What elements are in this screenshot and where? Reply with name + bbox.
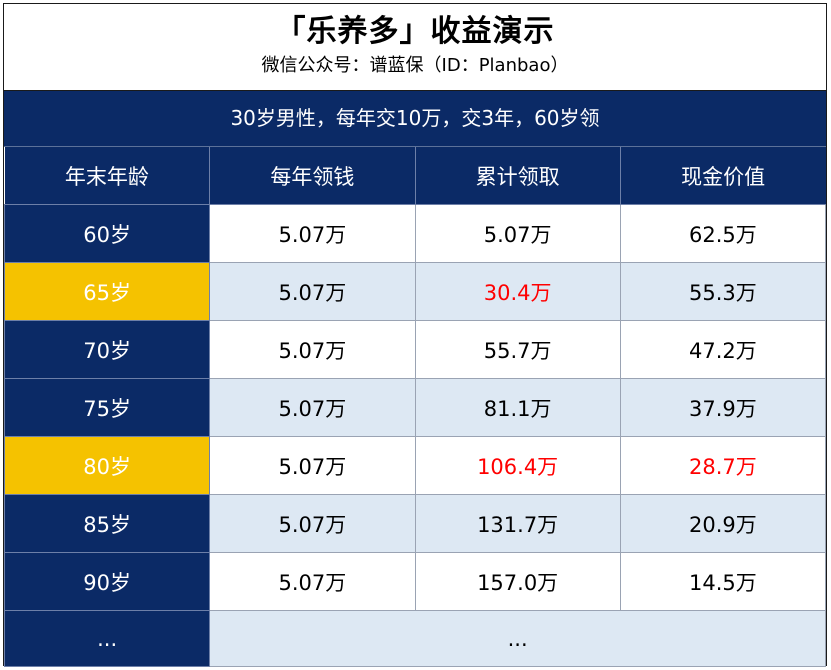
cash-cell: 37.9万 [619,378,827,437]
total-cell: 157.0万 [414,552,621,611]
table-row: 70岁 5.07万 55.7万 47.2万 [3,320,827,379]
total-cell: 81.1万 [414,378,621,437]
header-annual: 每年领钱 [209,147,416,205]
annual-cell: 5.07万 [209,494,416,553]
annual-cell: 5.07万 [209,262,416,321]
annual-cell: 5.07万 [209,378,416,437]
cash-cell: 47.2万 [619,320,827,379]
table-row-continuation: ... ... [3,610,826,667]
total-cell: 55.7万 [414,320,621,379]
header-age: 年末年龄 [4,147,211,205]
scenario-banner: 30岁男性，每年交10万，交3年，60岁领 [4,91,826,147]
table-row: 90岁 5.07万 157.0万 14.5万 [3,552,827,611]
annual-cell: 5.07万 [209,552,416,611]
age-cell-highlighted: 65岁 [3,262,211,321]
age-cell-ellipsis: ... [3,610,211,667]
cash-cell: 55.3万 [619,262,827,321]
annual-cell: 5.07万 [209,436,416,495]
document-frame: 「乐养多」收益演示 微信公众号：谱蓝保（ID：Planbao） 30岁男性，每年… [3,3,827,667]
total-cell-emphasized: 106.4万 [414,436,621,495]
table-row: 65岁 5.07万 30.4万 55.3万 [3,262,827,321]
table-header-row: 年末年龄 每年领钱 累计领取 现金价值 [4,147,826,205]
annual-cell: 5.07万 [209,320,416,379]
table-row: 85岁 5.07万 131.7万 20.9万 [3,494,827,553]
cash-cell: 14.5万 [619,552,827,611]
page-subtitle: 微信公众号：谱蓝保（ID：Planbao） [261,55,569,76]
total-cell: 131.7万 [414,494,621,553]
cash-cell: 62.5万 [619,204,827,263]
age-cell: 90岁 [3,552,211,611]
cash-cell-emphasized: 28.7万 [619,436,827,495]
merged-ellipsis-cell: ... [209,610,826,667]
age-cell-highlighted: 80岁 [3,436,211,495]
annual-cell: 5.07万 [209,204,416,263]
header-total: 累计领取 [415,147,621,205]
total-cell-emphasized: 30.4万 [414,262,621,321]
age-cell: 70岁 [3,320,211,379]
age-cell: 75岁 [3,378,211,437]
age-cell: 60岁 [3,204,211,263]
page-title: 「乐养多」收益演示 [275,14,555,49]
table-row: 80岁 5.07万 106.4万 28.7万 [3,436,827,495]
table-row: 75岁 5.07万 81.1万 37.9万 [3,378,827,437]
age-cell: 85岁 [3,494,211,553]
title-block: 「乐养多」收益演示 微信公众号：谱蓝保（ID：Planbao） [4,4,826,91]
header-cash-value: 现金价值 [620,147,826,205]
benefit-table: 年末年龄 每年领钱 累计领取 现金价值 60岁 5.07万 5.07万 62.5… [3,147,827,667]
cash-cell: 20.9万 [619,494,827,553]
total-cell: 5.07万 [414,204,621,263]
table-row: 60岁 5.07万 5.07万 62.5万 [3,204,827,263]
